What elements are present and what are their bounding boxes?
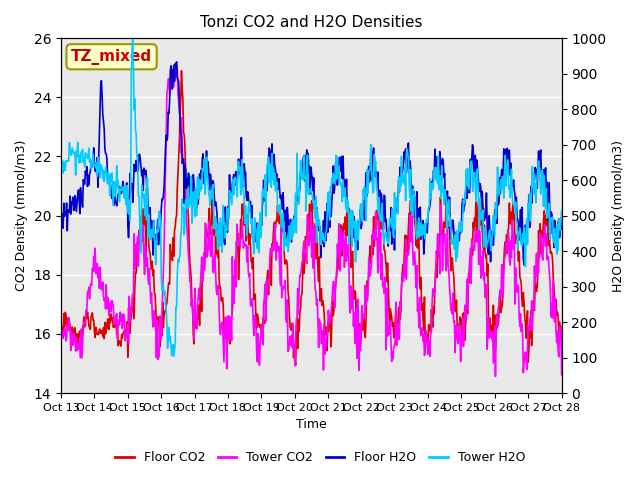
Floor CO2 — [168, 258, 176, 264]
Floor H2O — [196, 171, 204, 177]
Tower H2O — [118, 188, 125, 193]
Title: Tonzi CO2 and H2O Densities: Tonzi CO2 and H2O Densities — [200, 15, 422, 30]
Tower CO2 — [557, 372, 565, 378]
Y-axis label: H2O Density (mmol/m3): H2O Density (mmol/m3) — [612, 140, 625, 292]
Text: TZ_mixed: TZ_mixed — [71, 49, 152, 65]
Floor H2O — [520, 262, 528, 268]
Tower CO2 — [196, 297, 204, 302]
Y-axis label: CO2 Density (mmol/m3): CO2 Density (mmol/m3) — [15, 140, 28, 291]
Tower H2O — [373, 187, 381, 193]
Floor CO2 — [373, 209, 381, 215]
Floor CO2 — [57, 324, 65, 329]
Tower CO2 — [66, 324, 74, 330]
Floor CO2 — [196, 323, 204, 328]
Tower CO2 — [492, 373, 499, 379]
Floor CO2 — [178, 68, 186, 74]
Line: Tower H2O: Tower H2O — [61, 38, 561, 356]
Tower CO2 — [57, 330, 65, 336]
Tower CO2 — [168, 67, 176, 72]
Line: Tower CO2: Tower CO2 — [61, 65, 561, 376]
Tower CO2 — [372, 236, 380, 242]
X-axis label: Time: Time — [296, 419, 326, 432]
Floor H2O — [557, 214, 565, 219]
Line: Floor H2O: Floor H2O — [61, 62, 561, 265]
Tower H2O — [170, 353, 178, 359]
Floor CO2 — [66, 324, 74, 329]
Floor CO2 — [557, 344, 565, 349]
Tower CO2 — [118, 311, 125, 317]
Floor H2O — [387, 205, 395, 211]
Floor H2O — [66, 193, 74, 199]
Floor H2O — [372, 173, 380, 179]
Tower H2O — [129, 35, 136, 41]
Floor H2O — [173, 59, 180, 65]
Floor H2O — [57, 208, 65, 214]
Tower H2O — [388, 225, 396, 230]
Floor CO2 — [388, 314, 396, 320]
Floor CO2 — [292, 362, 300, 368]
Tower CO2 — [387, 340, 395, 346]
Tower H2O — [66, 147, 74, 153]
Tower H2O — [557, 208, 565, 214]
Tower H2O — [169, 342, 177, 348]
Legend: Floor CO2, Tower CO2, Floor H2O, Tower H2O: Floor CO2, Tower CO2, Floor H2O, Tower H… — [109, 446, 531, 469]
Tower CO2 — [173, 62, 180, 68]
Floor H2O — [168, 86, 176, 92]
Line: Floor CO2: Floor CO2 — [61, 71, 561, 365]
Tower H2O — [57, 166, 65, 172]
Tower H2O — [196, 189, 204, 194]
Floor CO2 — [118, 332, 125, 337]
Floor H2O — [118, 190, 125, 196]
